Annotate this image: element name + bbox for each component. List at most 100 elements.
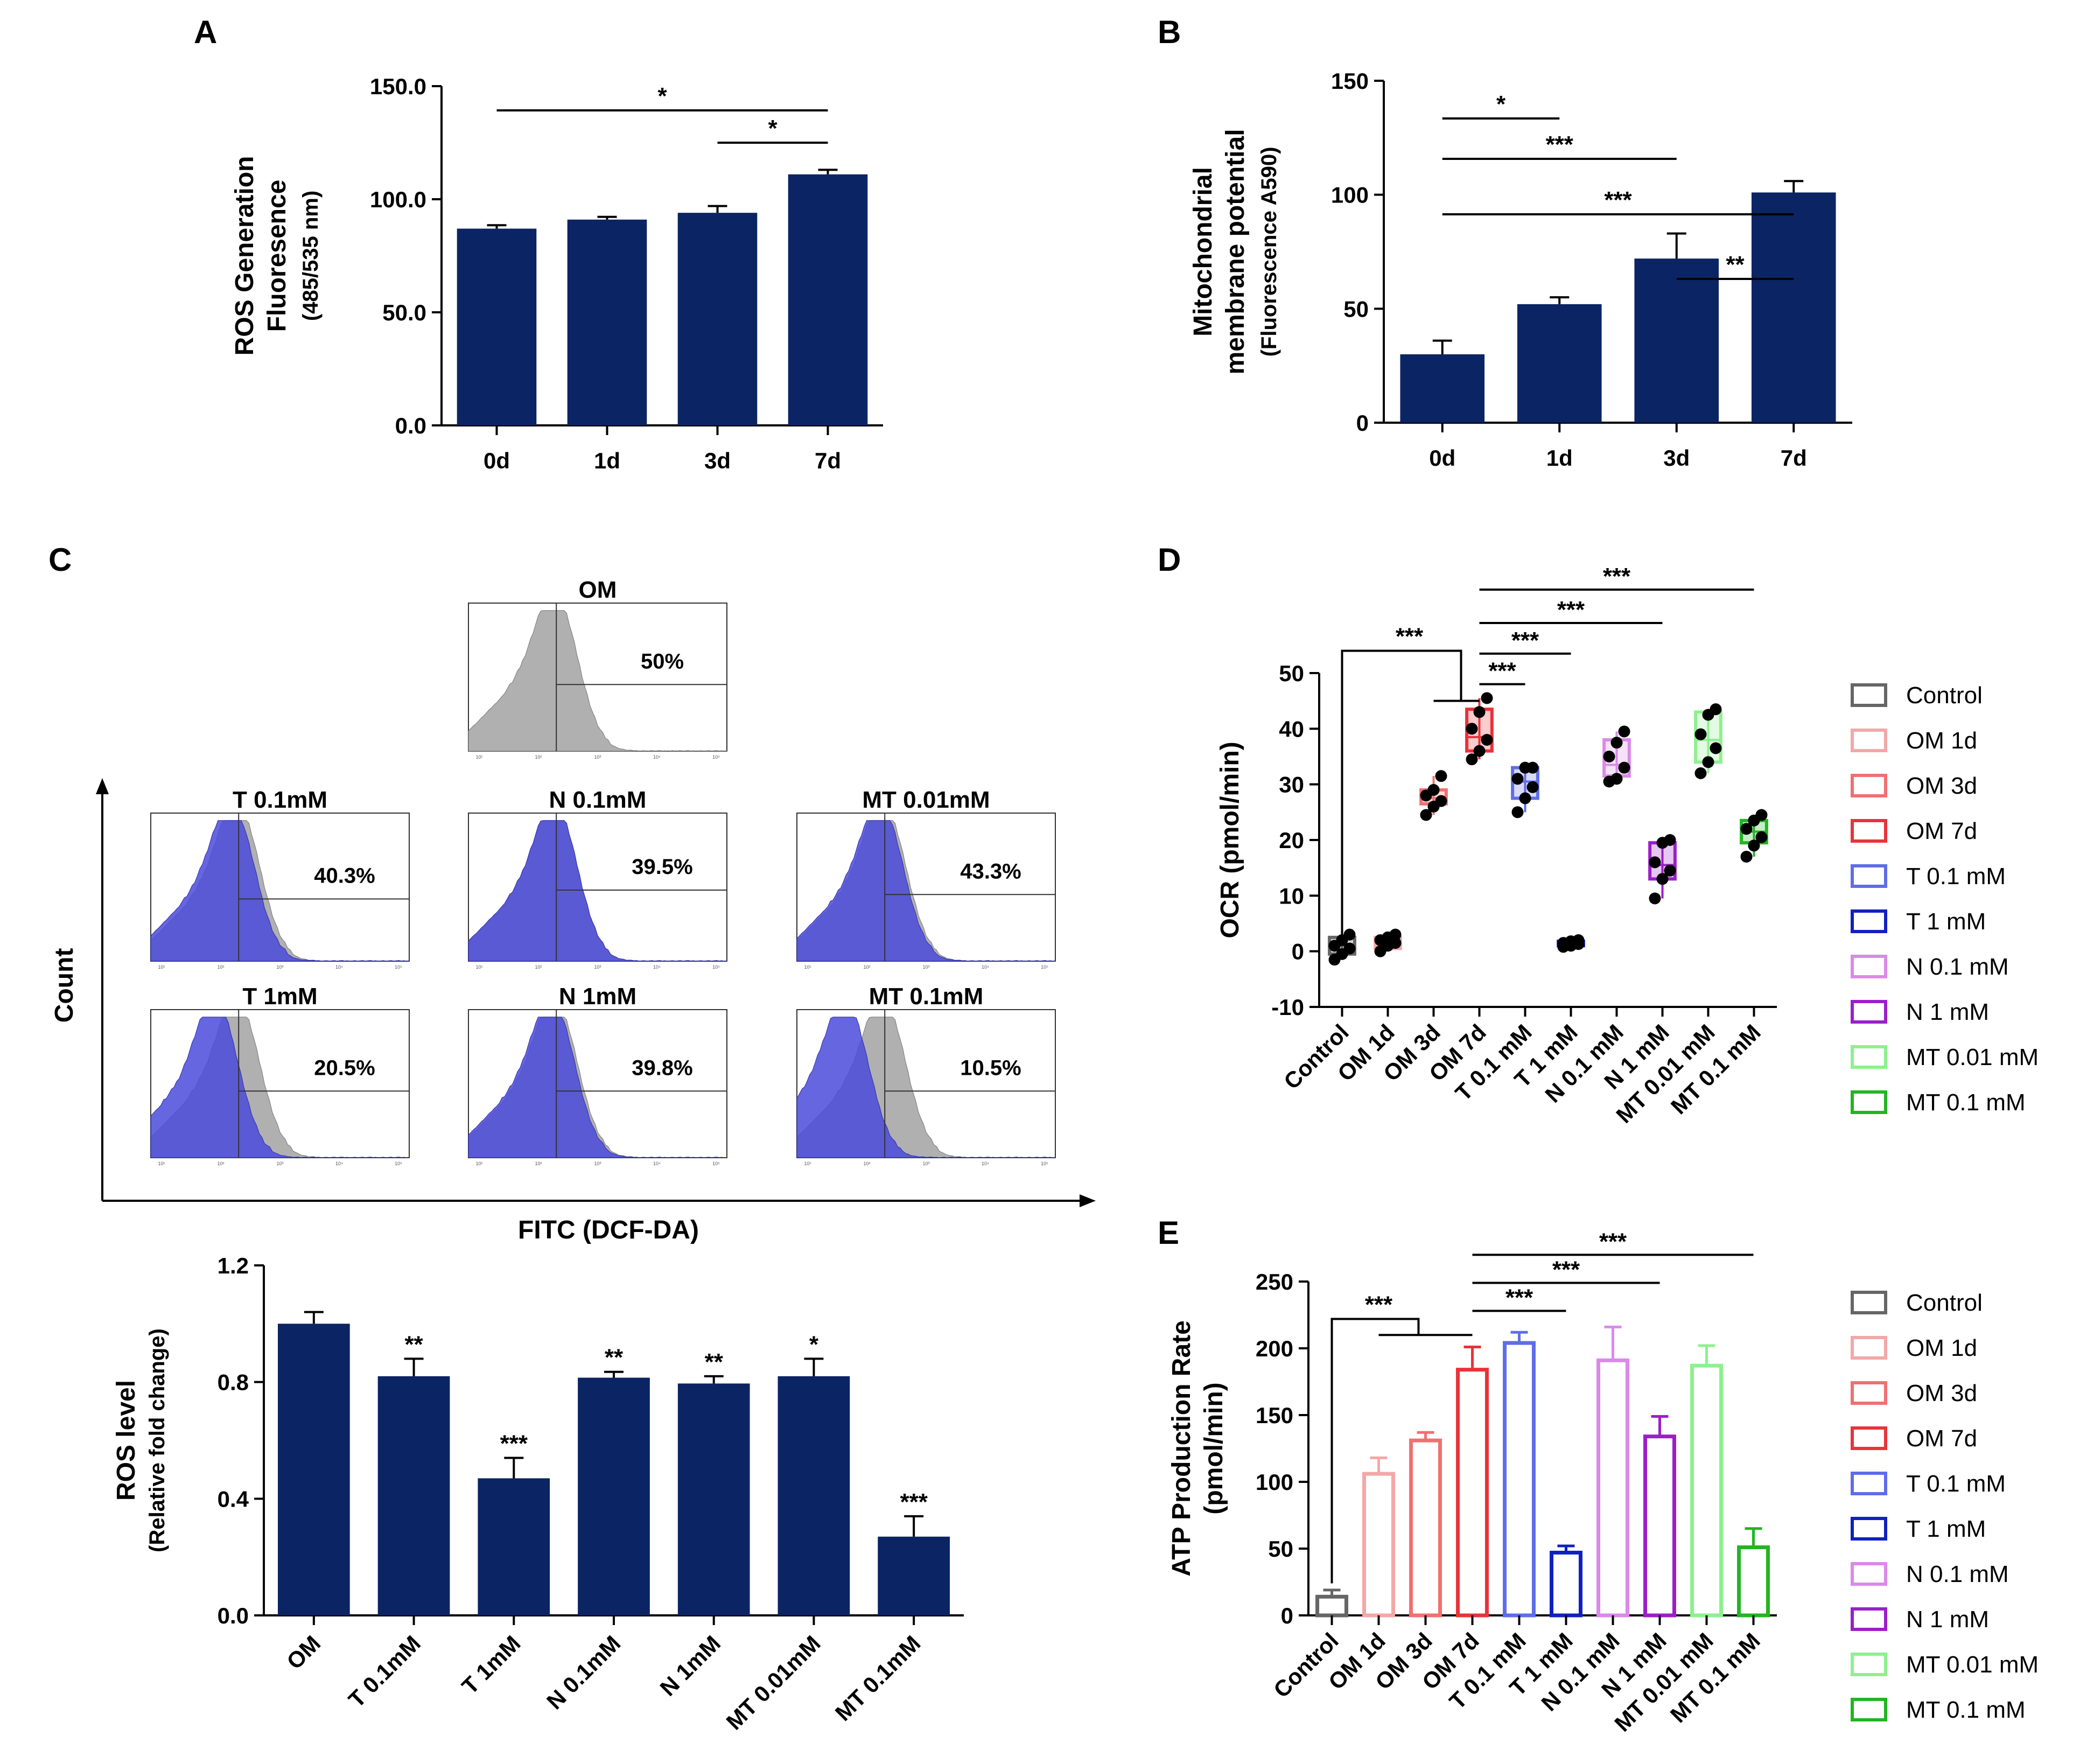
- panel-c-flow-cytometry: OM 50% 10¹ 10² 10³ 10⁴ 10⁵ T 0.1mM 40.3% 10¹ 10² 10…: [50, 577, 1096, 1244]
- histogram-tick-label: 10⁵: [712, 754, 720, 760]
- legend-swatch: [1851, 1472, 1887, 1495]
- legend-label: OM 1d: [1906, 1335, 1977, 1361]
- data-point: [1610, 773, 1623, 785]
- y-tick-label: 40: [1279, 716, 1304, 741]
- histogram-treated-curve: [150, 820, 410, 962]
- significance-label: **: [605, 1345, 624, 1371]
- data-point: [1343, 928, 1356, 941]
- bar: [788, 174, 868, 425]
- significance-label: ***: [1603, 563, 1631, 590]
- histogram-tick-label: 10⁴: [653, 754, 661, 760]
- y-tick-label: 0.0: [218, 1603, 249, 1628]
- x-tick-label: 7d: [1781, 445, 1807, 471]
- histogram-tick-label: 10⁵: [712, 964, 720, 970]
- legend-swatch: [1851, 1517, 1887, 1541]
- y-tick-label: 0: [1281, 1603, 1293, 1628]
- y-tick-label: 150.0: [370, 74, 426, 99]
- histogram-tick-label: 10³: [276, 1161, 283, 1166]
- legend-swatch: [1851, 909, 1887, 933]
- y-axis-label: ROS Generation: [230, 156, 259, 356]
- data-point: [1618, 761, 1630, 774]
- histogram-treated-curve: [468, 820, 727, 962]
- histogram-tick-label: 10⁴: [335, 1161, 343, 1166]
- y-tick-label: 10: [1279, 883, 1304, 908]
- significance-label: ***: [1604, 187, 1632, 213]
- significance-label: ***: [1511, 627, 1539, 654]
- histogram-tick-label: 10¹: [804, 964, 811, 970]
- count-axis-arrowhead: [96, 778, 109, 794]
- legend-swatch: [1851, 683, 1887, 707]
- legend-label: N 1 mM: [1906, 999, 1989, 1025]
- legend-swatch: [1851, 1426, 1887, 1450]
- histogram-title: OM: [579, 577, 617, 603]
- legend-swatch: [1851, 1090, 1887, 1114]
- bar: [1634, 258, 1719, 423]
- legend-swatch: [1851, 1291, 1887, 1314]
- histogram-title: N 1mM: [559, 983, 636, 1010]
- data-point: [1526, 761, 1539, 774]
- y-axis-label: Mitochondrial: [1189, 167, 1217, 337]
- histogram-tick-label: 10¹: [158, 1161, 165, 1166]
- significance-bracket: [1330, 1318, 1420, 1584]
- legend-swatch: [1851, 729, 1887, 752]
- legend-label: OM 3d: [1906, 773, 1977, 799]
- panel-a-chart: 0.0 50.0 100.0 150.0 0d 1d 3d 7d * * ROS Generatio…: [230, 74, 883, 473]
- legend-swatch: [1851, 774, 1887, 797]
- histogram-tick-label: 10³: [276, 964, 283, 970]
- x-tick-label: Control: [1279, 1019, 1354, 1094]
- legend-label: OM 7d: [1906, 818, 1977, 844]
- bar: [677, 1383, 750, 1615]
- data-point: [1427, 784, 1440, 796]
- histogram-tick-label: 10³: [594, 754, 601, 760]
- x-tick-label: 1d: [594, 448, 620, 473]
- histogram-treated-curve: [796, 820, 1056, 962]
- significance-label: ***: [1552, 1256, 1580, 1283]
- bar: [1751, 192, 1836, 423]
- legend-label: N 0.1 mM: [1906, 954, 2009, 980]
- panel-letter-b: B: [1158, 14, 1181, 50]
- y-tick-label: 50.0: [382, 300, 426, 325]
- histogram-tick-label: 10¹: [158, 964, 165, 970]
- y-tick-label: -10: [1271, 995, 1304, 1020]
- legend-swatch: [1851, 1607, 1887, 1631]
- legend-label: OM 7d: [1906, 1425, 1977, 1452]
- y-axis-label: Fluoresence: [263, 180, 291, 332]
- significance-bracket: [1341, 649, 1462, 935]
- data-point: [1755, 831, 1768, 843]
- y-tick-label: 50: [1279, 661, 1304, 686]
- data-point: [1519, 792, 1531, 804]
- x-tick-label: 3d: [1663, 445, 1690, 471]
- legend-swatch: [1851, 1045, 1887, 1069]
- histogram-percent: 43.3%: [960, 859, 1021, 883]
- histogram-tick-label: 10²: [217, 964, 224, 970]
- histogram-percent: 10.5%: [960, 1056, 1021, 1080]
- data-point: [1466, 753, 1478, 766]
- bar: [278, 1324, 350, 1615]
- histogram-title: T 1mM: [242, 983, 317, 1010]
- significance-label: ***: [1365, 1291, 1393, 1318]
- bar: [1550, 1550, 1582, 1618]
- histogram-tick-label: 10⁵: [395, 964, 402, 970]
- x-tick-label: Control: [1269, 1628, 1343, 1703]
- legend-label: MT 0.1 mM: [1906, 1089, 2026, 1116]
- x-tick-label: 1d: [1546, 445, 1573, 471]
- legend-swatch: [1851, 955, 1887, 978]
- y-tick-label: 150: [1331, 68, 1369, 94]
- significance-label: **: [1726, 251, 1745, 278]
- y-tick-label: 30: [1279, 772, 1304, 797]
- legend-label: OM 1d: [1906, 727, 1977, 754]
- data-point: [1702, 756, 1714, 768]
- legend-label: T 1 mM: [1906, 1516, 1986, 1542]
- x-tick-label: 7d: [815, 448, 841, 473]
- y-tick-label: 100: [1331, 183, 1369, 208]
- significance-label: ***: [1599, 1228, 1627, 1255]
- legend-label: MT 0.01 mM: [1906, 1044, 2039, 1070]
- y-tick-label: 150: [1256, 1403, 1293, 1428]
- y-axis-label: OCR (pmol/min): [1216, 741, 1244, 938]
- data-point: [1603, 751, 1615, 762]
- significance-label: ***: [900, 1489, 928, 1515]
- bar: [578, 1377, 650, 1615]
- data-point: [1656, 873, 1669, 885]
- bar: [478, 1478, 550, 1615]
- y-tick-label: 0.8: [218, 1370, 249, 1395]
